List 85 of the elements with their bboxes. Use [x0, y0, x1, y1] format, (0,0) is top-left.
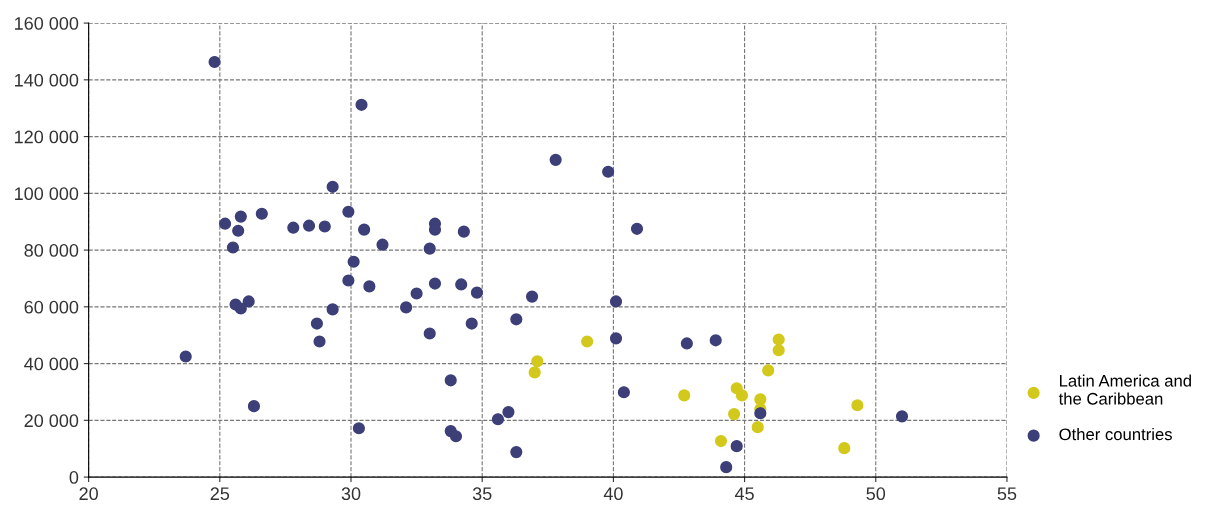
point	[510, 446, 523, 459]
point	[423, 327, 436, 340]
point	[457, 225, 470, 238]
point	[581, 335, 594, 348]
x-tick-label: 45	[734, 487, 754, 501]
x-tick-label: 20	[79, 487, 98, 501]
point	[491, 413, 505, 426]
point	[247, 400, 261, 413]
point	[470, 286, 484, 299]
point	[326, 303, 339, 316]
point	[179, 350, 192, 363]
point	[352, 422, 365, 435]
point	[255, 207, 268, 220]
point	[218, 217, 232, 230]
point	[895, 410, 909, 423]
legend-label: Latin America and the Caribbean	[1058, 374, 1191, 405]
point	[735, 389, 749, 402]
point	[680, 337, 693, 350]
y-tick-label: 160 000	[15, 17, 79, 30]
point	[709, 334, 722, 347]
point	[423, 242, 436, 255]
point	[851, 399, 864, 412]
point	[342, 274, 355, 287]
point	[609, 295, 623, 308]
point	[455, 278, 468, 291]
point	[720, 461, 733, 474]
point	[714, 434, 728, 448]
x-tick-label: 40	[603, 487, 623, 501]
point	[728, 408, 741, 421]
point	[444, 374, 457, 387]
point	[226, 241, 240, 254]
point	[358, 223, 371, 236]
point	[602, 165, 615, 178]
point	[772, 344, 785, 357]
y-tick-label: 40 000	[24, 357, 79, 371]
point	[754, 407, 767, 420]
point	[525, 290, 539, 303]
point	[428, 277, 442, 290]
y-tick-label: 140 000	[15, 73, 79, 87]
y-tick-label: 20 000	[24, 414, 79, 428]
point	[465, 317, 478, 330]
point	[678, 389, 691, 402]
x-tick-label: 30	[341, 487, 361, 501]
point	[355, 98, 368, 111]
point	[531, 355, 544, 368]
point	[318, 220, 331, 233]
point	[510, 313, 523, 326]
point	[528, 366, 541, 379]
legend-label: Other countries	[1059, 427, 1172, 441]
point	[609, 332, 623, 345]
y-tick-label: 120 000	[15, 130, 79, 144]
x-tick-label: 50	[866, 487, 886, 501]
point	[310, 317, 323, 330]
point	[376, 238, 389, 251]
point	[502, 406, 515, 419]
point	[400, 301, 413, 314]
point	[287, 221, 300, 234]
x-tick-label: 35	[472, 487, 492, 501]
y-tick-label: 100 000	[15, 187, 79, 201]
point	[232, 224, 245, 237]
point	[347, 255, 360, 268]
point	[630, 222, 644, 235]
point	[234, 210, 247, 223]
point	[617, 386, 630, 399]
point	[410, 287, 423, 300]
point	[313, 335, 326, 348]
x-tick-label: 25	[210, 487, 230, 501]
y-tick-label: 80 000	[24, 244, 79, 257]
point	[208, 55, 221, 69]
y-tick-label: 0	[69, 471, 79, 484]
point	[302, 219, 316, 232]
point	[838, 442, 851, 455]
point	[730, 440, 743, 453]
point	[326, 180, 339, 193]
y-tick-label: 60 000	[24, 300, 79, 314]
x-tick-label: 55	[997, 487, 1017, 501]
point	[762, 364, 775, 377]
point	[449, 430, 463, 443]
point	[342, 205, 355, 218]
point	[751, 421, 764, 434]
point	[363, 280, 376, 293]
point	[242, 295, 255, 308]
point	[234, 302, 247, 315]
point	[772, 333, 785, 346]
point	[549, 153, 562, 166]
